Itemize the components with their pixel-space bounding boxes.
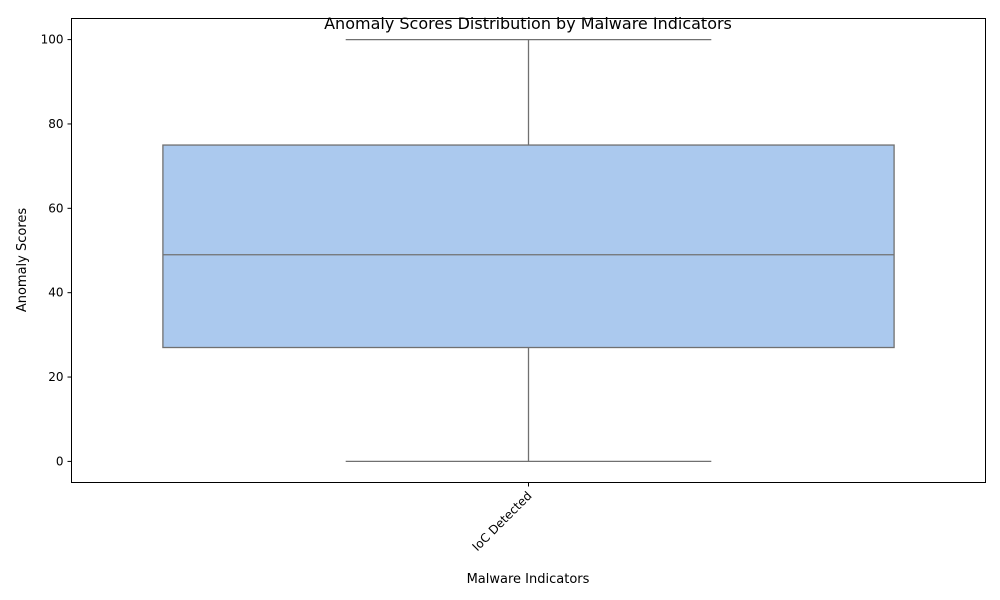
x-axis-label: Malware Indicators xyxy=(467,572,590,587)
box-group xyxy=(162,38,895,463)
y-axis: 0 20 40 60 80 100 xyxy=(41,33,72,468)
interquartile-box xyxy=(162,144,895,349)
box-series xyxy=(162,38,895,463)
y-tick-label: 100 xyxy=(41,33,64,47)
y-tick-label: 60 xyxy=(48,201,63,215)
chart-title: Anomaly Scores Distribution by Malware I… xyxy=(324,14,732,33)
x-tick-label: IoC Detected xyxy=(470,489,535,554)
y-tick-label: 20 xyxy=(48,370,63,384)
x-axis: IoC Detected xyxy=(470,482,535,554)
y-tick-label: 40 xyxy=(48,286,63,300)
y-tick-label: 0 xyxy=(56,454,64,468)
y-axis-label: Anomaly Scores xyxy=(15,208,30,313)
y-tick-label: 80 xyxy=(48,117,63,131)
